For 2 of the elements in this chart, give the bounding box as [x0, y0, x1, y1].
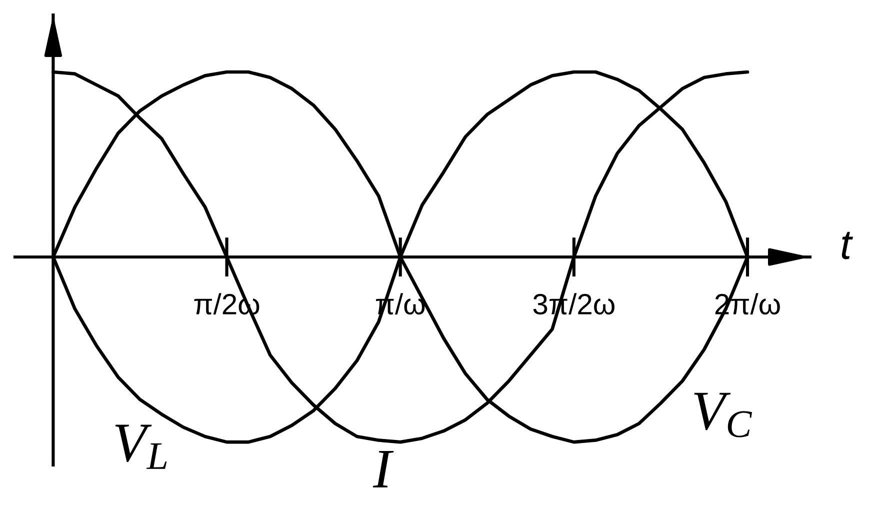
series-label: I — [372, 450, 394, 488]
x-axis-title: t — [842, 232, 854, 260]
